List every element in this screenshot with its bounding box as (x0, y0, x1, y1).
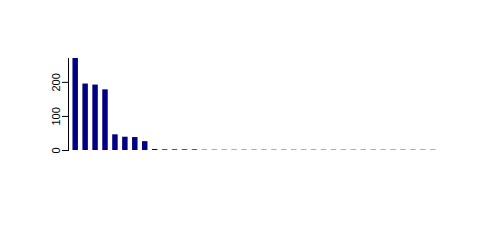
svg-text:200: 200 (50, 73, 62, 91)
svg-text:100: 100 (50, 107, 62, 125)
svg-text:0: 0 (50, 147, 62, 153)
